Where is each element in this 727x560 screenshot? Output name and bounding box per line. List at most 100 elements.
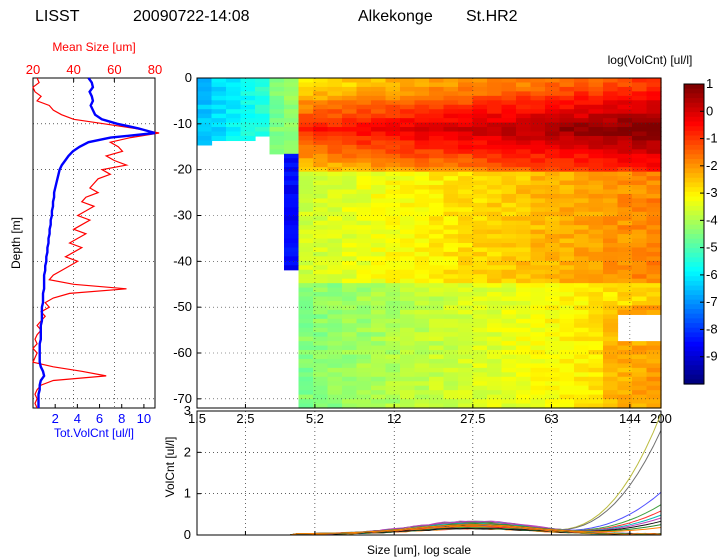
heatmap-cell	[632, 247, 648, 253]
heatmap-cell	[617, 283, 633, 289]
heatmap-cell	[327, 78, 343, 84]
heatmap-cell	[646, 260, 662, 266]
heatmap-cell	[559, 118, 575, 124]
heatmap-cell	[298, 363, 314, 369]
heatmap-cell	[516, 350, 532, 356]
heatmap-cell	[472, 131, 488, 137]
heatmap-cell	[371, 345, 387, 351]
heatmap-cell	[516, 394, 532, 400]
heatmap-cell	[429, 86, 445, 92]
heatmap-cell	[632, 394, 648, 400]
heatmap-cell	[574, 305, 590, 311]
heatmap-cell	[472, 385, 488, 391]
heatmap-cell	[458, 345, 474, 351]
heatmap-cell	[458, 158, 474, 164]
heatmap-cell	[559, 327, 575, 333]
heatmap-cell	[603, 153, 619, 159]
heatmap-cell	[632, 376, 648, 382]
heatmap-cell	[545, 367, 561, 373]
heatmap-cell	[327, 95, 343, 101]
heatmap-cell	[327, 211, 343, 217]
heatmap-cell	[385, 113, 401, 119]
heatmap-cell	[588, 185, 604, 191]
heatmap-cell	[197, 109, 213, 115]
heatmap-cell	[429, 229, 445, 235]
heatmap-cell	[371, 149, 387, 155]
heatmap-cell	[632, 367, 648, 373]
heatmap-cell	[516, 403, 532, 409]
heatmap-cell	[516, 363, 532, 369]
heatmap-cell	[617, 350, 633, 356]
colorbar-cell	[684, 196, 704, 202]
heatmap-cell	[588, 403, 604, 409]
heatmap-cell	[617, 394, 633, 400]
heatmap-cell	[240, 100, 256, 106]
heatmap-cell	[617, 153, 633, 159]
heatmap-cell	[516, 118, 532, 124]
heatmap-cell	[487, 167, 503, 173]
heatmap-cell	[385, 376, 401, 382]
heatmap-cell	[530, 376, 546, 382]
heatmap-cell	[588, 341, 604, 347]
heatmap-cell	[400, 234, 416, 240]
heatmap-cell	[574, 180, 590, 186]
heatmap-cell	[385, 238, 401, 244]
heatmap-cell	[313, 82, 329, 88]
heatmap-cell	[588, 305, 604, 311]
heatmap-cell	[574, 229, 590, 235]
heatmap-cell	[487, 341, 503, 347]
heatmap-cell	[342, 162, 358, 168]
heatmap-cell	[530, 292, 546, 298]
heatmap-cell	[298, 140, 314, 146]
heatmap-cell	[371, 336, 387, 342]
heatmap-cell	[342, 358, 358, 365]
heatmap-cell	[617, 189, 633, 195]
heatmap-cell	[371, 300, 387, 307]
heatmap-cell	[443, 251, 459, 257]
heatmap-cell	[414, 260, 430, 266]
heatmap-cell	[298, 269, 314, 275]
heatmap-cell	[574, 211, 590, 217]
location-label: Alkekonge	[358, 8, 433, 25]
heatmap-cell	[211, 109, 227, 115]
heatmap-cell	[414, 144, 430, 150]
heatmap-cell	[559, 251, 575, 257]
heatmap-cell	[342, 171, 358, 177]
heatmap-cell	[313, 296, 329, 302]
colorbar-cell	[684, 337, 704, 343]
heatmap-cell	[588, 216, 604, 222]
heatmap-cell	[588, 171, 604, 177]
heatmap-x-tick-label: 27.5	[460, 411, 485, 426]
colorbar-tick-label: -4	[706, 212, 718, 227]
heatmap-cell	[559, 269, 575, 275]
heatmap-cell	[443, 314, 459, 320]
heatmap-cell	[632, 149, 648, 155]
heatmap-cell	[313, 131, 329, 137]
heatmap-cell	[545, 211, 561, 217]
heatmap-y-tick-label: -10	[173, 116, 192, 131]
heatmap-cell	[371, 144, 387, 150]
heatmap-cell	[284, 185, 300, 191]
tot-volcnt-tick-label: 8	[118, 411, 125, 426]
heatmap-cell	[342, 104, 358, 110]
heatmap-cell	[501, 198, 517, 204]
heatmap-cell	[342, 82, 358, 88]
heatmap-cell	[356, 243, 372, 249]
heatmap-cell	[472, 225, 488, 231]
heatmap-cell	[530, 287, 546, 293]
heatmap-cell	[516, 345, 532, 351]
heatmap-cell	[414, 394, 430, 400]
heatmap-cell	[400, 403, 416, 409]
heatmap-cell	[458, 283, 474, 289]
heatmap-cell	[646, 394, 662, 400]
heatmap-cell	[574, 91, 590, 97]
heatmap-cell	[574, 332, 590, 338]
heatmap-cell	[371, 323, 387, 329]
heatmap-cell	[298, 193, 314, 200]
heatmap-cell	[501, 283, 517, 289]
heatmap-cell	[472, 198, 488, 204]
heatmap-cell	[458, 171, 474, 177]
heatmap-cell	[327, 300, 343, 307]
heatmap-cell	[269, 127, 285, 133]
heatmap-cell	[472, 238, 488, 244]
